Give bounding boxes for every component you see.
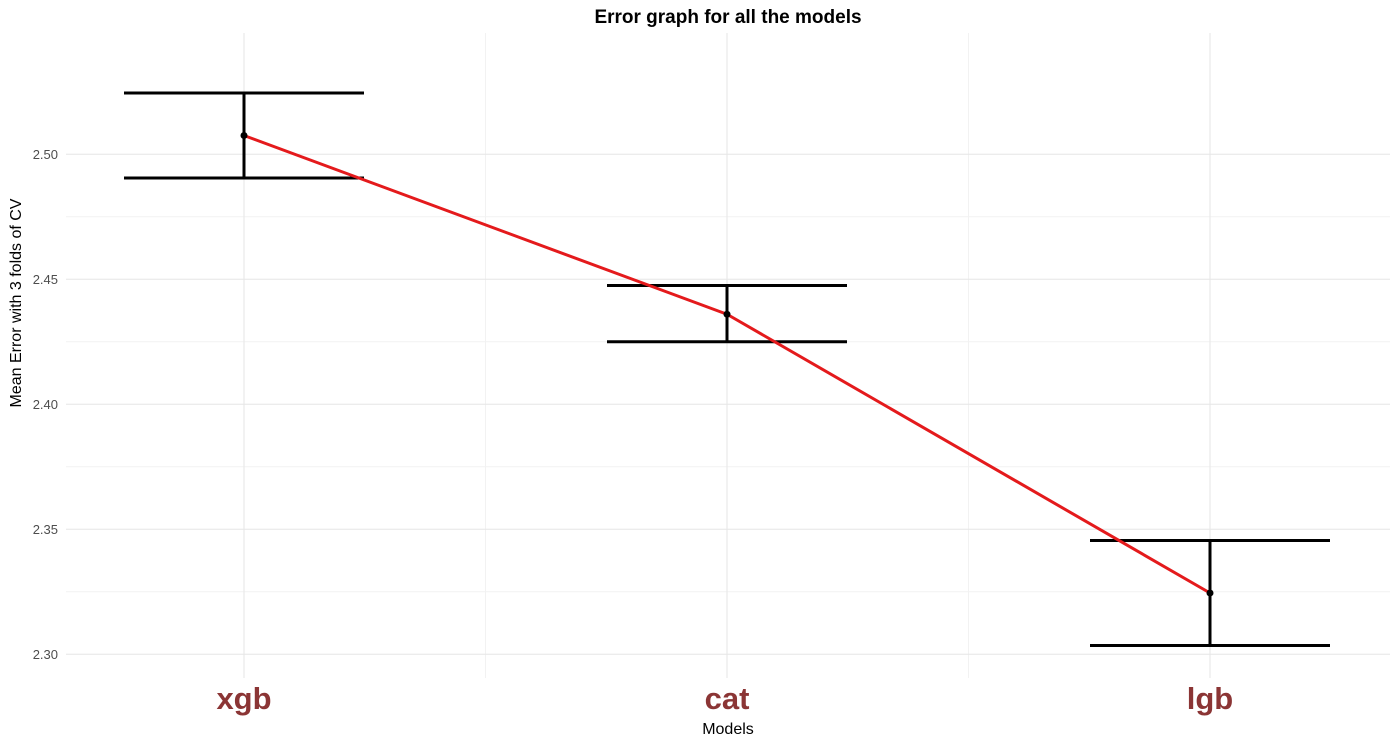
x-axis-label: Models (702, 721, 754, 738)
y-tick-label: 2.35 (33, 522, 58, 537)
x-tick-label-cat: cat (705, 681, 750, 716)
chart-title: Error graph for all the models (594, 7, 861, 28)
data-point-lgb (1206, 589, 1214, 597)
x-tick-label-xgb: xgb (216, 681, 271, 716)
y-axis-label: Mean Error with 3 folds of CV (8, 198, 25, 407)
label-layer: 2.30 2.35 2.40 2.45 2.50 xgb cat lgb (33, 147, 1234, 716)
data-point-xgb (240, 132, 248, 139)
y-tick-label: 2.45 (33, 272, 58, 287)
data-point-cat (723, 310, 731, 318)
y-tick-label: 2.30 (33, 647, 58, 662)
y-tick-label: 2.50 (33, 147, 58, 162)
x-tick-label-lgb: lgb (1187, 681, 1234, 716)
data-layer (124, 91, 1330, 647)
y-tick-label: 2.40 (33, 397, 58, 412)
